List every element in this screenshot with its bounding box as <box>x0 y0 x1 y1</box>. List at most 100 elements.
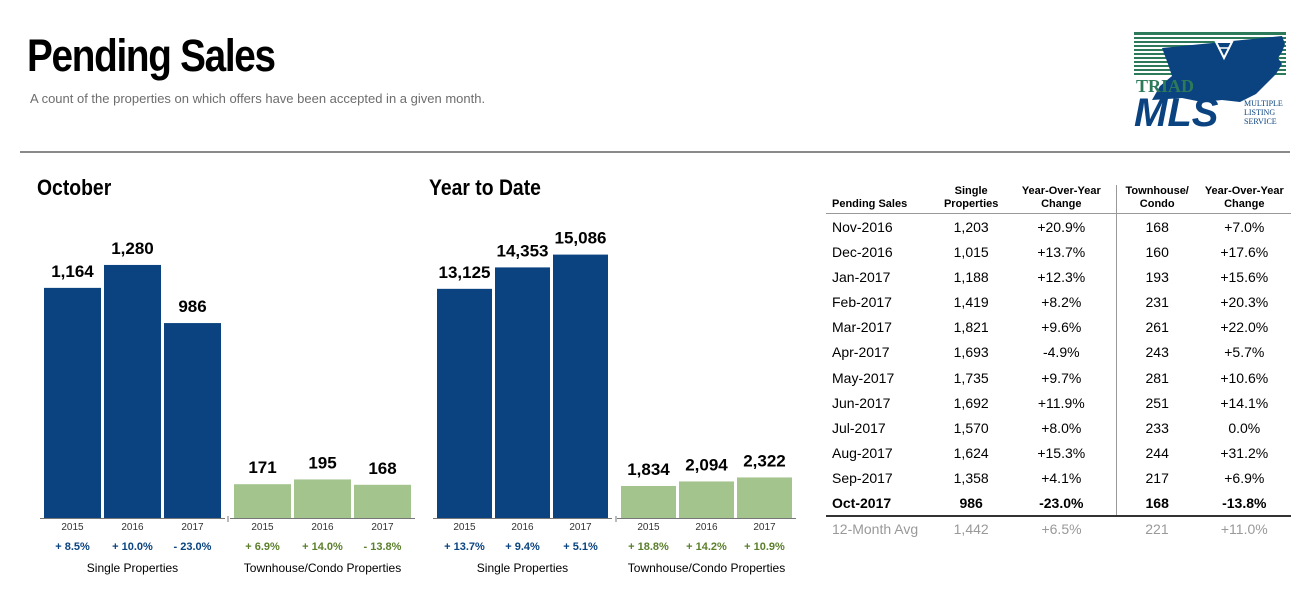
table-cell: 1,015 <box>953 243 989 260</box>
oct-value-label-0-2: 986 <box>178 297 206 316</box>
table-row: Feb-2017 1,419 +8.2% 231 +20.3% <box>826 289 1291 315</box>
ytd-chart: 13,125 2015 + 13.7% 14,353 2016 + 9.4% 15,086 2… <box>433 229 796 575</box>
col-header-single: Single Properties <box>935 185 1007 215</box>
table-cell: +20.3% <box>1220 293 1269 310</box>
oct-category-label-1-1: 2016 <box>311 522 334 533</box>
table-cell: 1,419 <box>953 293 989 310</box>
oct-change-label-0-1: + 10.0% <box>112 541 153 553</box>
ytd-change-label-0-0: + 13.7% <box>444 541 485 553</box>
ytd-value-label-0-1: 14,353 <box>497 241 549 260</box>
oct-bar-1-2 <box>354 484 411 518</box>
oct-change-label-1-2: - 13.8% <box>364 541 402 553</box>
ytd-bar-0-0 <box>437 288 492 518</box>
oct-value-label-1-2: 168 <box>368 459 396 478</box>
oct-change-label-0-2: - 23.0% <box>174 541 212 553</box>
ytd-bar-1-0 <box>621 485 676 518</box>
table-cell: +15.6% <box>1220 268 1269 285</box>
table-cell: +15.3% <box>1006 440 1117 466</box>
col-header-month: Pending Sales <box>826 185 936 215</box>
oct-bar-0-1 <box>104 264 161 518</box>
col-header-townhouse: Townhouse/ Condo <box>1116 185 1198 215</box>
october-title: October <box>37 175 112 200</box>
pending-sales-table: Pending Sales Single Properties Year-Ove… <box>826 185 1291 541</box>
table-cell: 251 <box>1145 394 1169 411</box>
table-cell: 168 <box>1145 218 1169 235</box>
triangle-mark-icon <box>1214 41 1234 61</box>
table-cell: 231 <box>1145 293 1169 310</box>
table-cell: +4.1% <box>1006 465 1117 491</box>
oct-value-label-0-0: 1,164 <box>51 262 94 281</box>
oct-change-label-1-0: + 6.9% <box>245 541 280 553</box>
table-cell: 1,442 <box>953 521 989 538</box>
table-row: Jan-2017 1,188 +12.3% 193 +15.6% <box>826 264 1291 290</box>
table-cell: 1,624 <box>953 445 989 462</box>
table-row: Mar-2017 1,821 +9.6% 261 +22.0% <box>826 314 1291 340</box>
ytd-value-label-1-0: 1,834 <box>627 460 670 479</box>
table-cell: +7.0% <box>1224 218 1265 235</box>
table-cell: Apr-2017 <box>832 344 890 361</box>
table-cell: +13.7% <box>1006 238 1117 265</box>
oct-value-label-0-1: 1,280 <box>111 239 154 258</box>
table-cell: 1,203 <box>953 218 989 235</box>
ytd-category-label-1-1: 2016 <box>695 522 718 533</box>
oct-category-label-0-0: 2015 <box>61 522 84 533</box>
table-cell: 243 <box>1145 344 1169 361</box>
table-cell: 168 <box>1116 490 1198 518</box>
october-chart: 1,164 2015 + 8.5% 1,280 2016 + 10.0% 986 2017 - … <box>40 239 415 575</box>
table-row: May-2017 1,735 +9.7% 281 +10.6% <box>826 364 1291 391</box>
ytd-value-label-1-1: 2,094 <box>685 455 728 474</box>
table-cell: +31.2% <box>1220 445 1269 462</box>
table-cell: 193 <box>1145 268 1169 285</box>
table-cell: 1,358 <box>953 470 989 487</box>
table-cell: +11.0% <box>1220 521 1268 538</box>
table-cell: +8.2% <box>1006 289 1117 315</box>
table-cell: +5.7% <box>1224 344 1265 361</box>
table-cell: 244 <box>1145 445 1169 462</box>
table-cell: 233 <box>1145 419 1169 436</box>
table-row: Apr-2017 1,693 -4.9% 243 +5.7% <box>826 339 1291 365</box>
table-cell: 1,570 <box>953 419 989 436</box>
table-row: Jun-2017 1,692 +11.9% 251 +14.1% <box>826 390 1291 416</box>
table-cell: Jun-2017 <box>832 394 891 411</box>
oct-change-label-0-0: + 8.5% <box>55 541 90 553</box>
ytd-value-label-0-2: 15,086 <box>555 229 607 248</box>
ytd-change-label-0-1: + 9.4% <box>505 541 540 553</box>
table-row: Oct-2017 986 -23.0% 168 -13.8% <box>826 490 1291 518</box>
oct-group-name-1: Townhouse/Condo Properties <box>244 561 401 575</box>
table-cell: 1,821 <box>953 319 989 336</box>
ytd-group-name-1: Townhouse/Condo Properties <box>628 561 785 575</box>
table-cell: Sep-2017 <box>832 470 893 487</box>
table-row: Sep-2017 1,358 +4.1% 217 +6.9% <box>826 465 1291 491</box>
table-cell: -23.0% <box>1006 490 1117 518</box>
triad-mls-logo: TRIAD MLS MULTIPLE LISTING SERVICE <box>1132 30 1292 132</box>
table-cell: -4.9% <box>1006 339 1117 365</box>
state-map-shape <box>1152 36 1285 102</box>
ytd-change-label-1-2: + 10.9% <box>744 541 785 553</box>
table-cell: +14.1% <box>1220 394 1269 411</box>
table-cell: +12.3% <box>1006 264 1117 290</box>
table-cell: 221 <box>1145 521 1169 538</box>
logo-mls-text: MLS <box>1134 91 1219 132</box>
oct-bar-0-2 <box>164 323 221 518</box>
table-cell: +11.9% <box>1006 390 1117 416</box>
table-header-row: Pending Sales Single Properties Year-Ove… <box>826 185 1291 215</box>
ytd-bar-1-2 <box>737 477 792 518</box>
ytd-change-label-1-1: + 14.2% <box>686 541 727 553</box>
logo-tagline-3: SERVICE <box>1244 117 1277 126</box>
table-cell: 1,692 <box>953 394 989 411</box>
table-cell: 0.0% <box>1228 419 1261 436</box>
table-cell: 261 <box>1145 319 1169 336</box>
table-cell: Mar-2017 <box>832 319 892 336</box>
table-cell: Feb-2017 <box>832 293 892 310</box>
table-row: Jul-2017 1,570 +8.0% 233 0.0% <box>826 415 1291 441</box>
table-summary-row: 12-Month Avg 1,442 +6.5% 221 +11.0% <box>826 516 1291 541</box>
table-cell: 160 <box>1145 243 1169 260</box>
oct-bar-0-0 <box>44 287 101 518</box>
table-cell: 1,693 <box>953 344 989 361</box>
table-cell: Aug-2017 <box>832 445 893 462</box>
table-cell: Jan-2017 <box>832 268 891 285</box>
ytd-title: Year to Date <box>429 175 541 200</box>
ytd-category-label-0-0: 2015 <box>453 522 476 533</box>
logo-tagline-1: MULTIPLE <box>1244 99 1283 108</box>
table-cell: -13.8% <box>1197 490 1291 518</box>
